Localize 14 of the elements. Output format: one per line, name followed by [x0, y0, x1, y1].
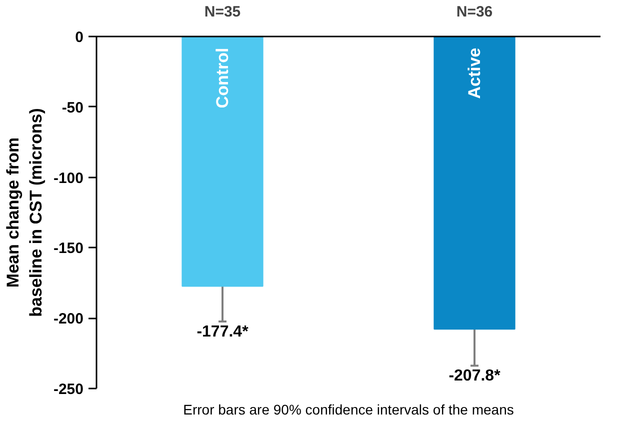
y-tick-label: -100 — [53, 170, 84, 187]
data-label: -177.4* — [196, 323, 250, 340]
x-tick-label: Control — [213, 48, 232, 108]
y-tick-label: -150 — [53, 240, 84, 258]
y-tick-label: 0 — [75, 29, 84, 46]
y-tick-label: -250 — [53, 381, 84, 398]
text: N=36 — [456, 4, 493, 20]
x-tick-label: Active — [465, 48, 484, 99]
y-tick-label: -50 — [62, 99, 84, 116]
text: N=35 — [204, 4, 241, 20]
y-axis-title: Mean change from baseline in CST (microns) — [4, 108, 46, 317]
data-label: -207.8* — [448, 368, 502, 385]
text: Error bars are 90% confidence intervals of the means — [183, 402, 514, 418]
y-tick-label: -200 — [53, 310, 84, 328]
